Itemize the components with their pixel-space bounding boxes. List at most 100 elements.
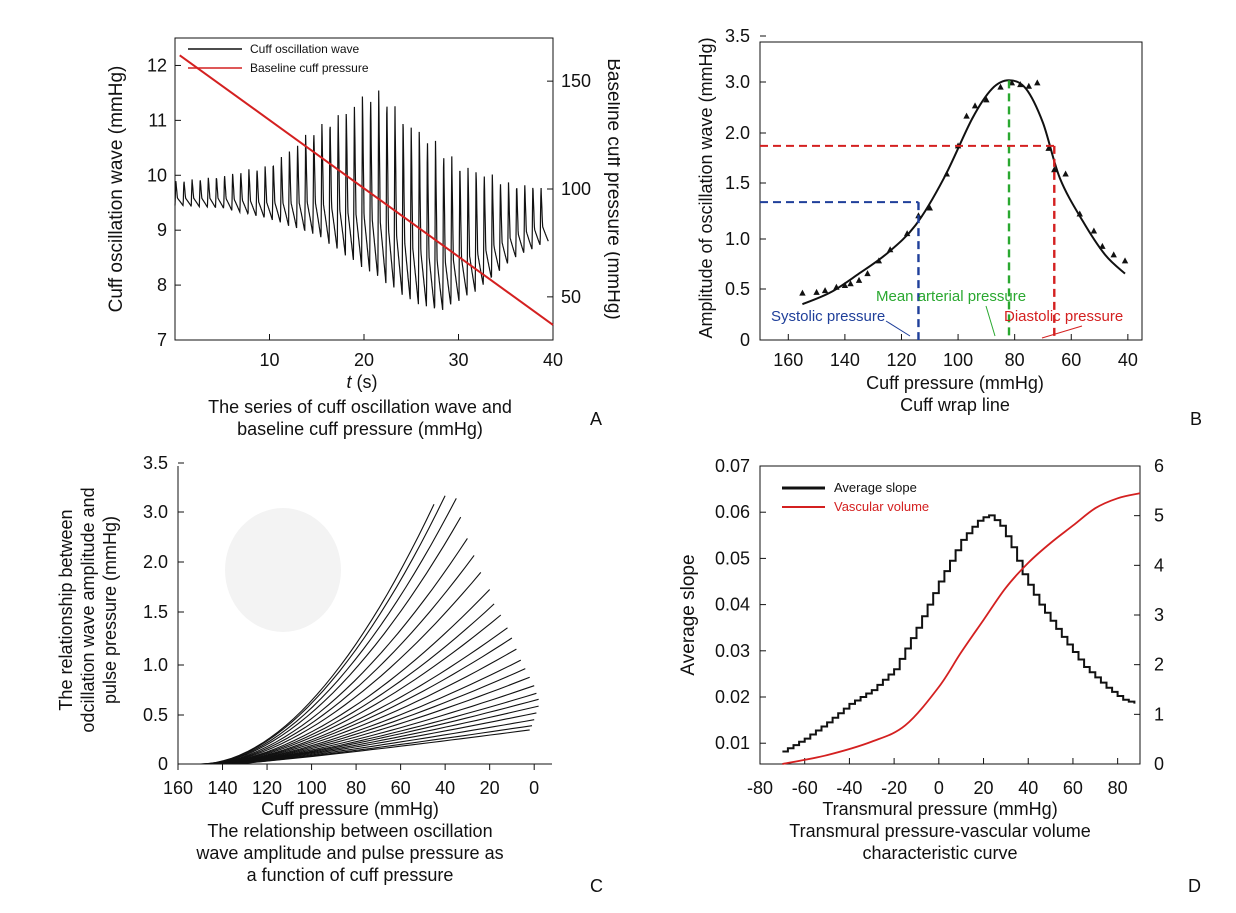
caption-d-line-3: characteristic curve xyxy=(862,843,1018,863)
y-tick-label-a: 11 xyxy=(148,110,167,130)
caption-a-line-1: The series of cuff oscillation wave and xyxy=(208,397,512,417)
series-vascular-volume xyxy=(782,492,1141,765)
data-marker-b xyxy=(1045,144,1052,151)
data-marker-b xyxy=(1017,81,1024,88)
x-tick-label-b: 140 xyxy=(830,350,860,370)
y-tick-label-a: 8 xyxy=(157,275,167,295)
y-tick-label-c: 2.0 xyxy=(143,552,168,572)
data-marker-b xyxy=(926,204,933,211)
y-tick-label-c: 0 xyxy=(158,754,168,774)
family-line-1 xyxy=(201,495,446,765)
chart-b: 160 140 120 100 80 60 40 0 0.5 1.0 1.5 2.0 3.0 3.5 Sys… xyxy=(696,26,1143,370)
y-tick-label-b: 2.0 xyxy=(725,123,750,143)
y-axis-label-d: Average slope xyxy=(678,554,699,675)
x-tick-label-c: 0 xyxy=(529,778,539,798)
y-tick-label-c: 3.5 xyxy=(143,453,168,473)
y-tick-label-d: 0.07 xyxy=(715,456,750,476)
x-axis-label-a-unit: (s) xyxy=(352,372,378,392)
legend-label-baseline: Baseline cuff pressure xyxy=(250,61,369,75)
x-tick-label-c: 20 xyxy=(480,778,500,798)
y2-axis-label-a: Baseline cuff pressure (mmHg) xyxy=(603,58,620,320)
y2-tick-label-a: 100 xyxy=(561,179,591,199)
family-line-8 xyxy=(211,603,495,765)
panel-letter-c: C xyxy=(590,876,603,896)
x-axis-label-a: t (s) xyxy=(346,372,377,392)
x-tick-label-a: 20 xyxy=(354,350,374,370)
y-tick-label-a: 12 xyxy=(147,55,167,75)
panel-c: 160 140 120 100 80 60 40 20 0 0 0.5 1.0 1.5 2.0 3.0 3.5… xyxy=(0,450,620,908)
annotation-mean-arterial: Mean arterial pressure xyxy=(876,288,1026,305)
caption-a-line-2: baseline cuff pressure (mmHg) xyxy=(237,419,483,439)
caption-a: The series of cuff oscillation wave and … xyxy=(150,396,570,440)
data-marker-b xyxy=(943,170,950,177)
panel-letter-b: B xyxy=(1190,409,1203,429)
x-tick-label-b: 100 xyxy=(943,350,973,370)
x-tick-label-c: 80 xyxy=(346,778,366,798)
x-tick-label-c: 140 xyxy=(208,778,238,798)
data-marker-b xyxy=(813,288,820,295)
caption-c: Cuff pressure (mmHg) The relationship be… xyxy=(140,798,560,886)
family-line-5 xyxy=(207,555,475,765)
family-line-10 xyxy=(214,627,508,765)
y-axis-label-a: Cuff oscillation wave (mmHg) xyxy=(106,66,127,313)
family-line-12 xyxy=(217,648,517,765)
y-tick-label-d: 0.05 xyxy=(715,548,750,568)
annotation-diastolic: Diastolic pressure xyxy=(1004,308,1123,325)
data-marker-b xyxy=(1025,82,1033,89)
y2-tick-label-a: 150 xyxy=(561,71,591,91)
family-line-16 xyxy=(223,685,535,765)
y-axis-label-c-line-2: odcillation wave amplitude and xyxy=(78,487,98,732)
family-line-4 xyxy=(206,538,468,765)
y2-tick-label-d: 6 xyxy=(1154,456,1164,476)
y2-tick-label-a: 50 xyxy=(561,287,581,307)
x-tick-label-b: 80 xyxy=(1005,350,1025,370)
plot-frame-d xyxy=(759,465,1141,765)
caption-c-line-2: The relationship between oscillation xyxy=(207,821,493,841)
y-tick-label-d: 0.03 xyxy=(715,641,750,661)
family-line-9 xyxy=(213,614,502,765)
y-tick-label-c: 1.5 xyxy=(143,602,168,622)
y-tick-label-d: 0.06 xyxy=(715,502,750,522)
y-tick-label-a: 10 xyxy=(147,165,167,185)
family-line-13 xyxy=(219,659,522,765)
data-marker-b xyxy=(1008,79,1016,86)
caption-d-line-1: Transmural pressure (mmHg) xyxy=(822,799,1058,819)
chart-c: 160 140 120 100 80 60 40 20 0 0 0.5 1.0 1.5 2.0 3.0 3.5… xyxy=(56,453,552,798)
caption-b-line-1: Cuff pressure (mmHg) xyxy=(866,373,1044,393)
x-tick-label-d: 40 xyxy=(1018,778,1038,798)
y-tick-label-c: 3.0 xyxy=(143,502,168,522)
data-marker-b xyxy=(841,282,849,289)
x-tick-label-d: 80 xyxy=(1108,778,1128,798)
y2-tick-label-d: 5 xyxy=(1154,506,1164,526)
caption-c-line-4: a function of cuff pressure xyxy=(246,865,454,885)
y-tick-label-a: 7 xyxy=(157,330,167,350)
data-marker-b xyxy=(847,280,854,287)
caption-b-line-2: Cuff wrap line xyxy=(900,395,1010,415)
legend-label-average-slope: Average slope xyxy=(834,480,917,495)
data-marker-b xyxy=(833,283,840,290)
data-marker-b xyxy=(1076,210,1083,217)
x-tick-label-d: 20 xyxy=(974,778,994,798)
legend-label-oscillation: Cuff oscillation wave xyxy=(250,42,359,56)
chart-d: -80 -60 -40 -20 0 20 40 60 800.010.020.030.040.0… xyxy=(678,456,1164,798)
y-axis-label-c-line-1: The relationship between xyxy=(56,509,76,710)
background-smudge xyxy=(225,508,341,632)
y2-tick-label-d: 3 xyxy=(1154,605,1164,625)
y-tick-label-b: 0 xyxy=(740,330,750,350)
x-tick-label-c: 160 xyxy=(163,778,193,798)
data-marker-b xyxy=(1062,170,1069,177)
y-tick-label-c: 0.5 xyxy=(143,705,168,725)
series-average-slope xyxy=(782,514,1136,753)
arrow-diastolic xyxy=(1041,325,1083,339)
x-tick-label-a: 10 xyxy=(259,350,279,370)
panel-b: 160 140 120 100 80 60 40 0 0.5 1.0 1.5 2.0 3.0 3.5 Sys… xyxy=(620,0,1236,450)
caption-d: Transmural pressure (mmHg) Transmural pr… xyxy=(740,798,1140,864)
panel-letter-d: D xyxy=(1188,876,1201,896)
panel-letter-a: A xyxy=(590,409,603,429)
x-tick-label-b: 160 xyxy=(773,350,803,370)
family-line-2 xyxy=(203,498,457,765)
x-tick-label-c: 100 xyxy=(297,778,327,798)
data-marker-b xyxy=(1034,79,1041,86)
data-marker-b xyxy=(821,287,829,294)
x-tick-label-c: 40 xyxy=(435,778,455,798)
